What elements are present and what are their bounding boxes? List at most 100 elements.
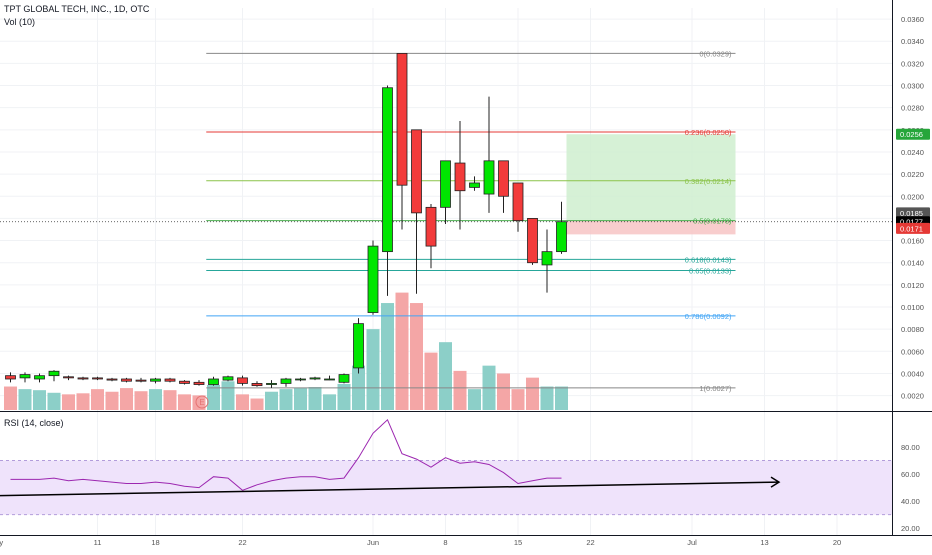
candle-up [440,160,451,208]
price-tick-label: 0.0220 [901,170,924,179]
fibonacci-retracement[interactable]: 0(0.0329) 0.236(0.0258) 0.382(0.0214) 0.5(0… [0,49,892,393]
price-badge-label: 0.0171 [900,224,923,233]
price-tick-label: 0.0040 [901,369,924,378]
price-tick-label: 0.0060 [901,347,924,356]
price-tick-label: 0.0320 [901,59,924,68]
candle-up [367,245,379,313]
volume-bar [294,388,307,410]
time-tick-label: 15 [514,538,522,547]
candle-up [469,182,480,188]
volume-bar [207,384,220,410]
price-tick-label: 0.0300 [901,82,924,91]
volume-bar [323,394,336,410]
stop-zone [566,220,736,235]
price-tick-label: 0.0100 [901,303,924,312]
candle-down [237,377,248,384]
candle-up [382,87,393,253]
candle-up [338,374,350,383]
volume-bar [163,390,177,410]
candle-down [63,376,74,379]
rsi-indicator-label[interactable]: RSI (14, close) [4,418,64,428]
volume-bar [76,393,90,410]
fib-level-label: 0.786(0.0092) [685,312,732,321]
volume-bar [410,303,423,410]
candle-up [556,221,567,253]
candle-up [34,375,45,380]
time-tick-label: 13 [760,538,768,547]
candle-up [48,370,60,377]
volume-bar [236,394,249,410]
time-tick-label: Jun [367,538,379,547]
candle-up [266,383,277,385]
time-tick-label: 22 [238,538,246,547]
price-badge-label: 0.0185 [900,209,923,218]
time-tick-label: 18 [151,538,159,547]
rsi-tick-label: 60.00 [901,470,920,479]
candle-down [193,381,205,385]
price-tick-label: 0.0160 [901,237,924,246]
fib-level-label: 0(0.0329) [699,49,732,58]
volume-bar [265,391,278,410]
volume-bar [424,352,438,410]
candle-down [411,129,422,214]
price-tick-label: 0.0140 [901,259,924,268]
volume-bar [395,292,409,410]
candle-down [251,383,263,387]
price-tick-label: 0.0360 [901,15,924,24]
candle-down [135,379,147,382]
volume-bar [178,394,191,410]
candle-up [150,378,161,382]
volume-bar [279,389,293,410]
price-badge-label: 0.0256 [900,130,923,139]
rsi-series [0,418,781,497]
volume-bar [337,383,351,410]
rsi-tick-label: 20.00 [901,524,920,533]
candle-down [179,380,190,384]
candle-down [498,160,509,197]
price-badge [896,207,930,219]
candle-down [92,377,103,380]
volume-bar [62,394,75,410]
fib-level-label: 0.65(0.0133) [689,266,732,275]
candle-up [208,378,219,385]
fib-level-label: 0.236(0.0258) [685,128,732,137]
volume-bars: E [4,292,568,410]
fib-level-label: 0.5(0.0178) [693,217,732,226]
volume-indicator-label[interactable]: Vol (10) [4,17,36,27]
time-tick-label: 8 [443,538,447,547]
volume-bar [221,381,235,410]
volume-bar [105,391,119,410]
candle-down [396,53,408,186]
symbol-title[interactable]: TPT GLOBAL TECH, INC., 1D, OTC [4,4,150,14]
fib-level-label: 1(0.0027) [699,384,732,393]
volume-bar [308,387,322,410]
volume-bar [47,392,61,410]
candle-down [527,218,538,264]
volume-bar [120,388,133,410]
grid [0,8,892,535]
earnings-marker [195,395,209,409]
position-tool[interactable] [566,134,736,235]
trend-arrow-head [770,476,781,488]
volume-bar [192,395,206,410]
candle-down [77,377,89,380]
candle-down [164,378,176,382]
volume-bar [366,329,380,410]
candle-up [353,323,364,369]
time-tick-label: Jul [687,538,697,547]
candle-up [19,374,31,379]
fib-level-label: 0.382(0.0214) [685,177,732,186]
volume-bar [18,389,32,410]
time-tick-label: 11 [94,538,102,547]
candle-down [425,206,437,247]
rsi-tick-label: 80.00 [901,443,920,452]
volume-bar [439,342,452,410]
volume-bar [250,398,264,410]
candle-down [454,162,466,192]
volume-bar [33,390,46,410]
earnings-marker-label: E [199,398,204,407]
price-tick-label: 0.0120 [901,281,924,290]
candle-down [512,182,524,222]
